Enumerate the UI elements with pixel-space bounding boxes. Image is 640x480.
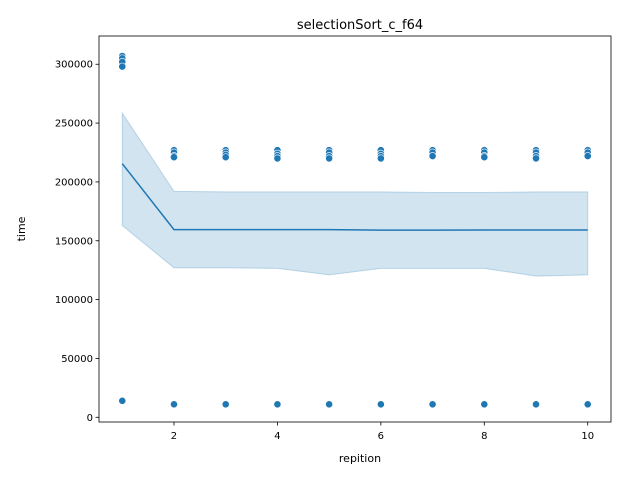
scatter-point [428,152,437,160]
scatter-point [532,400,540,409]
scatter-point [583,400,592,409]
scatter-point [118,396,127,405]
scatter-point [376,400,385,409]
scatter-point [221,153,230,162]
axes-frame [98,35,612,423]
y-tick-label: 250000 [55,119,93,130]
y-tick-label: 200000 [55,177,93,188]
scatter-point [273,154,282,163]
scatter-point [583,152,592,160]
y-axis-ticks: 0 50000 100000 150000 200000 250000 300000 [55,60,99,424]
scatter-point [480,400,489,409]
mean-line-layer [121,163,588,231]
y-axis-label: time [15,216,28,241]
confidence-band [121,111,589,277]
scatter-point [325,154,334,163]
y-tick-label: 100000 [55,295,93,306]
scatter-point [428,400,437,409]
scatter-point [480,153,489,162]
x-tick-label: 10 [581,431,594,442]
y-tick-label: 150000 [55,236,93,247]
scatter-point [273,400,282,409]
y-tick-label: 300000 [55,60,93,71]
scatter-point [221,400,230,409]
confidence-band-layer [121,111,589,277]
y-tick-label: 0 [87,413,93,424]
x-axis-label: repition [339,452,381,465]
scatter-point [532,154,540,163]
scatter-point [170,153,178,162]
x-tick-label: 2 [171,431,177,442]
chart-title: selectionSort_c_f64 [297,18,423,33]
scatter-point [325,400,334,409]
x-tick-label: 4 [274,431,280,442]
scatter-point [376,154,385,163]
scatter-point [170,400,178,409]
x-tick-label: 8 [481,431,487,442]
x-tick-label: 6 [378,431,384,442]
x-axis-ticks: 2 4 6 8 10 [171,422,594,442]
y-tick-label: 50000 [61,354,93,365]
mean-line [121,163,588,231]
scatter-point [118,62,127,71]
scatter-points-layer [118,52,592,409]
